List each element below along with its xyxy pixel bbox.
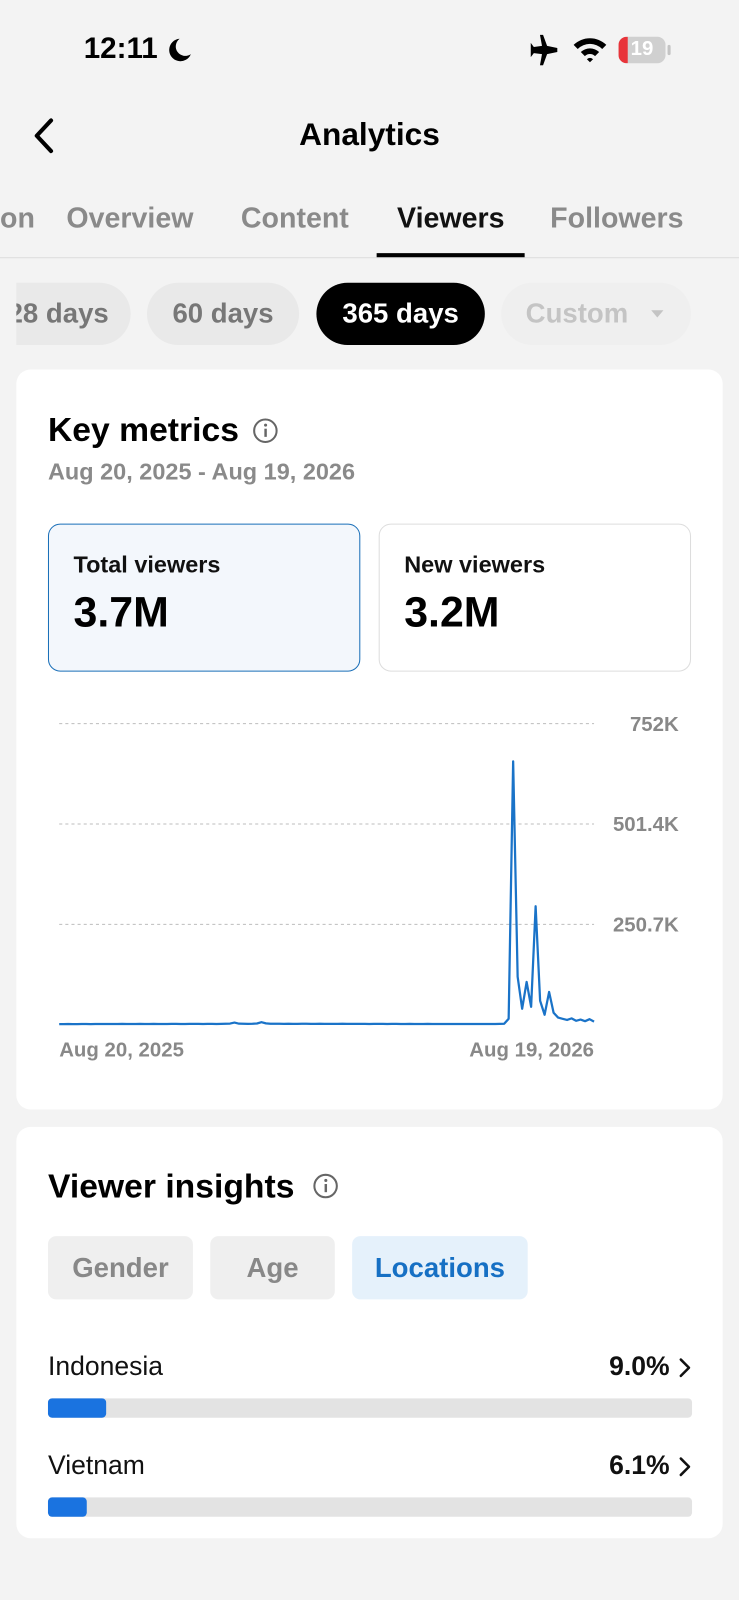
progress-track (47, 1398, 693, 1418)
metric-card[interactable]: New viewers 3.2M (378, 523, 692, 672)
period-pill[interactable]: Custom (501, 282, 692, 345)
x-tick-label: Aug 20, 2025 (59, 1039, 184, 1061)
key-metrics-card (16, 369, 723, 1110)
section-title: Viewer insights (47, 1166, 295, 1205)
status-time: 12:11 (83, 32, 158, 66)
back-button[interactable] (29, 116, 60, 157)
y-tick-label: 752K (630, 714, 679, 736)
info-icon[interactable] (251, 416, 280, 445)
tab[interactable]: Followers (550, 202, 684, 234)
tab[interactable]: Content (240, 202, 349, 234)
dropdown-arrow (650, 309, 663, 317)
chevron[interactable] (676, 1357, 694, 1381)
tab[interactable]: Viewers (397, 202, 505, 234)
y-tick-label: 501.4K (613, 814, 679, 836)
progress-fill (47, 1398, 106, 1418)
line-chart: 250.7K 501.4K 752K Aug 20, 2025 Aug 19, 2026 (59, 714, 679, 1061)
location-name: Indonesia (47, 1350, 164, 1382)
battery-text: 19 (630, 37, 654, 61)
metric-value: 3.7M (73, 587, 169, 636)
battery-cap (667, 44, 671, 56)
viewer-insights-card (16, 1126, 723, 1539)
period-pill[interactable]: 28 days (16, 282, 131, 345)
wifi-icon (573, 38, 607, 63)
insight-tab[interactable]: Locations (352, 1236, 528, 1300)
page-title: Analytics (299, 116, 440, 153)
date-range: Aug 20, 2025 - Aug 19, 2026 (47, 458, 356, 485)
period-row: 28 days 60 days 365 days Custom (16, 0, 739, 367)
period-label: Custom (525, 298, 629, 329)
period-pill[interactable]: 60 days (146, 282, 300, 345)
location-percent: 9.0% (609, 1350, 670, 1382)
tab[interactable]: Overview (66, 202, 194, 234)
metric-card[interactable]: Total viewers 3.7M (47, 523, 361, 672)
y-tick-label: 250.7K (613, 915, 679, 937)
tab-divider (0, 257, 739, 259)
location-percent: 6.1% (609, 1449, 670, 1481)
moon-icon (169, 38, 191, 62)
airplane-icon (530, 34, 558, 66)
progress-fill (47, 1497, 88, 1517)
x-tick-label: Aug 19, 2026 (469, 1039, 594, 1061)
location-name: Vietnam (47, 1449, 145, 1481)
metric-label: New viewers (404, 551, 546, 578)
metric-value: 3.2M (404, 587, 500, 636)
progress-track (47, 1497, 693, 1517)
battery-icon: 19 (618, 36, 666, 64)
period-pill[interactable]: 365 days (316, 282, 485, 345)
line-series (59, 760, 595, 1026)
tab[interactable]: on (0, 202, 35, 234)
battery-level (618, 36, 628, 64)
chevron[interactable] (676, 1456, 694, 1480)
insight-tab[interactable]: Gender (47, 1236, 193, 1300)
insight-tab[interactable]: Age (210, 1236, 335, 1300)
metric-label: Total viewers (73, 551, 221, 578)
info-icon[interactable] (311, 1172, 340, 1201)
section-title: Key metrics (47, 410, 239, 449)
tab-indicator (376, 253, 525, 258)
